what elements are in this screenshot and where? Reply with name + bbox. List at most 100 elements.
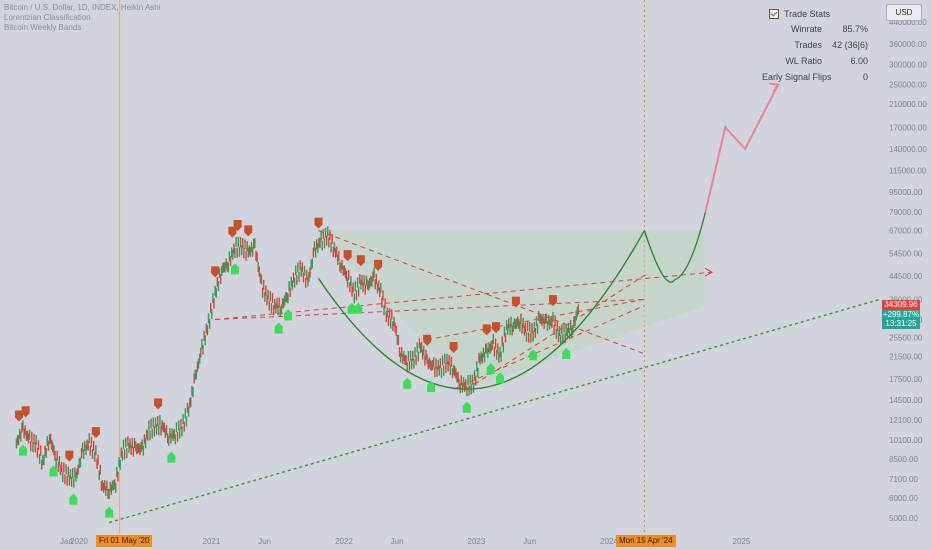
x-tick-label: 2025 bbox=[733, 537, 751, 546]
x-tick-label: Jun bbox=[391, 537, 404, 546]
currency-button[interactable]: USD bbox=[886, 4, 922, 21]
dashed-arrowhead bbox=[704, 267, 714, 277]
y-tick-label: 6000.00 bbox=[889, 494, 918, 503]
y-tick-label: 44500.00 bbox=[889, 272, 923, 281]
checkbox-icon[interactable] bbox=[769, 9, 779, 19]
sell-signal-marker bbox=[244, 225, 253, 237]
y-tick-label: 25500.00 bbox=[889, 334, 923, 343]
indicator-weekly-bands[interactable]: Bitcoin Weekly Bands bbox=[4, 23, 82, 32]
sell-signal-marker bbox=[15, 410, 24, 422]
chart-title: Bitcoin / U.S. Dollar, 1D, INDEX, Heikin… bbox=[4, 3, 161, 12]
x-tick-label: 2020 bbox=[70, 537, 88, 546]
y-tick-label: 10100.00 bbox=[889, 436, 923, 445]
y-tick-label: 300000.00 bbox=[889, 60, 927, 69]
sell-signal-marker bbox=[65, 450, 74, 462]
indicator-lorentzian[interactable]: Lorentzian Classification bbox=[4, 13, 91, 22]
sell-signal-marker bbox=[228, 226, 237, 238]
stat-row-trades: Trades 42 (36|6) bbox=[762, 37, 868, 53]
buy-signal-marker bbox=[529, 349, 538, 361]
buy-signal-marker bbox=[105, 506, 114, 518]
y-tick-label: 14500.00 bbox=[889, 396, 923, 405]
buy-signal-marker bbox=[427, 381, 436, 393]
buy-signal-marker bbox=[562, 348, 571, 360]
y-tick-label: 36000.00 bbox=[889, 295, 923, 304]
sell-signal-marker bbox=[343, 250, 352, 262]
stat-label: Trades bbox=[794, 40, 822, 50]
cup-curve bbox=[317, 230, 646, 390]
y-tick-label: 54500.00 bbox=[889, 249, 923, 258]
y-tick-label: 115000.00 bbox=[889, 167, 927, 176]
stat-label: WL Ratio bbox=[785, 56, 822, 66]
buy-signal-marker bbox=[486, 363, 495, 375]
sell-signal-marker bbox=[482, 324, 491, 336]
stat-row-winrate: Winrate 85.7% bbox=[762, 21, 868, 37]
buy-signal-marker bbox=[167, 451, 176, 463]
x-tick-label: 2024 bbox=[600, 537, 618, 546]
countdown-tag: 13:31:25 bbox=[882, 319, 920, 329]
y-tick-label: 7100.00 bbox=[889, 475, 918, 484]
sell-signal-marker bbox=[356, 255, 365, 267]
dashed-trendline bbox=[453, 305, 645, 390]
stat-row-wl-ratio: WL Ratio 6.00 bbox=[762, 53, 868, 69]
y-tick-label: 170000.00 bbox=[889, 123, 927, 132]
trade-stats-header: Trade Stats bbox=[769, 7, 868, 21]
x-tick-label: 2022 bbox=[335, 537, 353, 546]
y-tick-label: 95000.00 bbox=[889, 188, 923, 197]
x-highlight-left: Fri 01 May '20 bbox=[96, 535, 153, 547]
dashed-trendline bbox=[215, 271, 713, 321]
sell-signal-marker bbox=[423, 334, 432, 346]
x-tick-label: 2021 bbox=[203, 537, 221, 546]
buy-signal-marker bbox=[403, 377, 412, 389]
y-tick-label: 250000.00 bbox=[889, 81, 927, 90]
sell-signal-marker bbox=[374, 259, 383, 271]
buy-signal-marker bbox=[347, 302, 356, 314]
y-tick-label: 440000.00 bbox=[889, 18, 927, 27]
buy-signal-marker bbox=[231, 263, 239, 275]
x-tick-label: Jan bbox=[60, 537, 73, 546]
x-tick-label: 2023 bbox=[468, 537, 486, 546]
cup-handle-curve bbox=[643, 212, 707, 283]
stat-value: 0 bbox=[862, 72, 868, 82]
sell-signal-marker bbox=[211, 266, 220, 278]
projection-path bbox=[704, 84, 780, 213]
sell-signal-marker bbox=[511, 296, 520, 308]
last-price-tag: 34309.96 bbox=[882, 300, 920, 310]
sell-signal-marker bbox=[492, 322, 501, 334]
buy-signal-marker bbox=[274, 322, 283, 334]
cup-shaded-area bbox=[318, 230, 706, 390]
stat-row-early-flips: Early Signal Flips 0 bbox=[762, 69, 868, 85]
buy-signal-marker bbox=[49, 465, 58, 477]
y-tick-label: 210000.00 bbox=[889, 100, 927, 109]
y-tick-label: 79000.00 bbox=[889, 208, 923, 217]
sell-signal-marker bbox=[233, 220, 242, 232]
y-tick-label: 8500.00 bbox=[889, 455, 918, 464]
y-tick-label: 67000.00 bbox=[889, 226, 923, 235]
buy-signal-marker bbox=[284, 309, 292, 321]
y-tick-label: 17500.00 bbox=[889, 375, 923, 384]
y-tick-label: 140000.00 bbox=[889, 145, 927, 154]
trade-stats-panel: Trade Stats Winrate 85.7% Trades 42 (36|… bbox=[762, 7, 868, 85]
y-tick-label: 5000.00 bbox=[889, 514, 918, 523]
buy-signal-marker bbox=[69, 493, 78, 505]
stat-value: 85.7% bbox=[842, 24, 868, 34]
change-tag: +299.87% bbox=[882, 310, 920, 320]
stat-label: Winrate bbox=[790, 24, 822, 34]
y-tick-label: 12100.00 bbox=[889, 416, 923, 425]
x-tick-label: Jun bbox=[258, 537, 271, 546]
sell-signal-marker bbox=[21, 406, 30, 418]
sell-signal-marker bbox=[91, 427, 100, 439]
support-trendline bbox=[108, 298, 881, 524]
buy-signal-marker bbox=[462, 401, 471, 413]
buy-signal-marker bbox=[496, 372, 504, 384]
sell-signal-marker bbox=[449, 341, 458, 353]
x-highlight-right: Mon 15 Apr '24 bbox=[616, 535, 676, 547]
trade-stats-title: Trade Stats bbox=[784, 9, 831, 19]
sell-signal-marker bbox=[549, 295, 557, 307]
stat-value: 6.00 bbox=[850, 56, 868, 66]
y-tick-label: 360000.00 bbox=[889, 40, 927, 49]
stat-label: Early Signal Flips bbox=[762, 72, 832, 82]
y-tick-label: 21500.00 bbox=[889, 352, 923, 361]
dashed-trendline bbox=[318, 230, 645, 355]
